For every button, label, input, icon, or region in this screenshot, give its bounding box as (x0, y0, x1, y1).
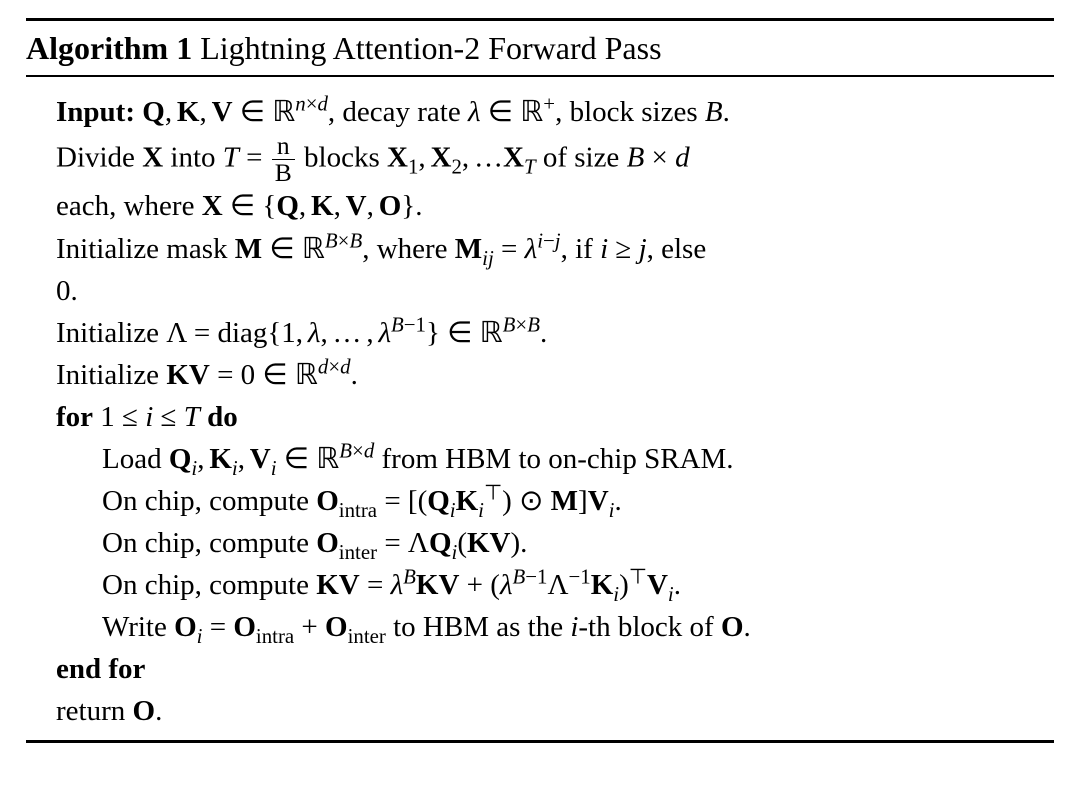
loop-line-2: On chip, compute Ointra = [(QiKi⊤) ⊙ M]V… (56, 480, 1054, 522)
fraction-n-over-B: n B (270, 133, 297, 185)
input-line: Input: Q, K, V ∈ ℝn×d, decay rate λ ∈ ℝ+… (56, 91, 1054, 133)
algorithm-number: Algorithm 1 (26, 30, 192, 66)
loop-line-4: On chip, compute KV = λBKV + (λB−1Λ−1Ki)… (56, 564, 1054, 606)
bottom-rule (26, 740, 1054, 743)
input-rest: Q, K, V ∈ ℝn×d, decay rate λ ∈ ℝ+, block… (142, 96, 730, 128)
input-label: Input: (56, 96, 135, 128)
loop-line-1: Load Qi, Ki, Vi ∈ ℝB×d from HBM to on-ch… (56, 438, 1054, 480)
algorithm-name: Lightning Attention-2 Forward Pass (200, 30, 661, 66)
mask-line-a: Initialize mask M ∈ ℝB×B, where Mij = λi… (56, 228, 1054, 270)
return-line: return O. (56, 690, 1054, 732)
for-cond: 1 ≤ i ≤ T (100, 401, 207, 433)
algorithm-block: Algorithm 1 Lightning Attention-2 Forwar… (0, 0, 1080, 753)
loop-line-5: Write Oi = Ointra + Ointer to HBM as the… (56, 606, 1054, 648)
mask-line-b: 0. (56, 270, 1054, 312)
kv-line: Initialize KV = 0 ∈ ℝd×d. (56, 354, 1054, 396)
do-keyword: do (207, 401, 238, 433)
divide-line-a: Divide X into T = n B blocks X1, X2, …XT… (56, 133, 1054, 185)
lambda-line: Initialize Λ = diag{1, λ, … , λB−1} ∈ ℝB… (56, 312, 1054, 354)
divide-line-b: each, where X ∈ {Q, K, V, O}. (56, 185, 1054, 227)
loop-line-3: On chip, compute Ointer = ΛQi(KV). (56, 522, 1054, 564)
for-line: for 1 ≤ i ≤ T do (56, 396, 1054, 438)
algorithm-title-row: Algorithm 1 Lightning Attention-2 Forwar… (26, 21, 1054, 75)
algorithm-body: Input: Q, K, V ∈ ℝn×d, decay rate λ ∈ ℝ+… (26, 77, 1054, 740)
endfor-line: end for (56, 648, 1054, 690)
for-keyword: for (56, 401, 93, 433)
